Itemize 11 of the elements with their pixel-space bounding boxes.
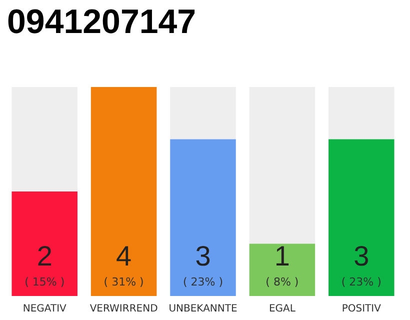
data-label: 3 ( 23% ) — [182, 240, 224, 288]
x-tick-label: NEGATIV — [22, 304, 67, 314]
x-tick-label: POSITIV — [342, 304, 382, 314]
x-tick-label: VERWIRREND — [90, 304, 158, 314]
x-tick-label: UNBEKANNTE — [168, 304, 238, 314]
data-label: 4 ( 31% ) — [104, 240, 144, 288]
data-label: 3 ( 23% ) — [341, 240, 382, 288]
x-tick-label: EGAL — [268, 304, 296, 314]
data-label: 2 ( 15% ) — [24, 240, 65, 288]
chart-title: 0941207147 — [7, 3, 196, 41]
data-label: 1 ( 8% ) — [266, 240, 299, 288]
